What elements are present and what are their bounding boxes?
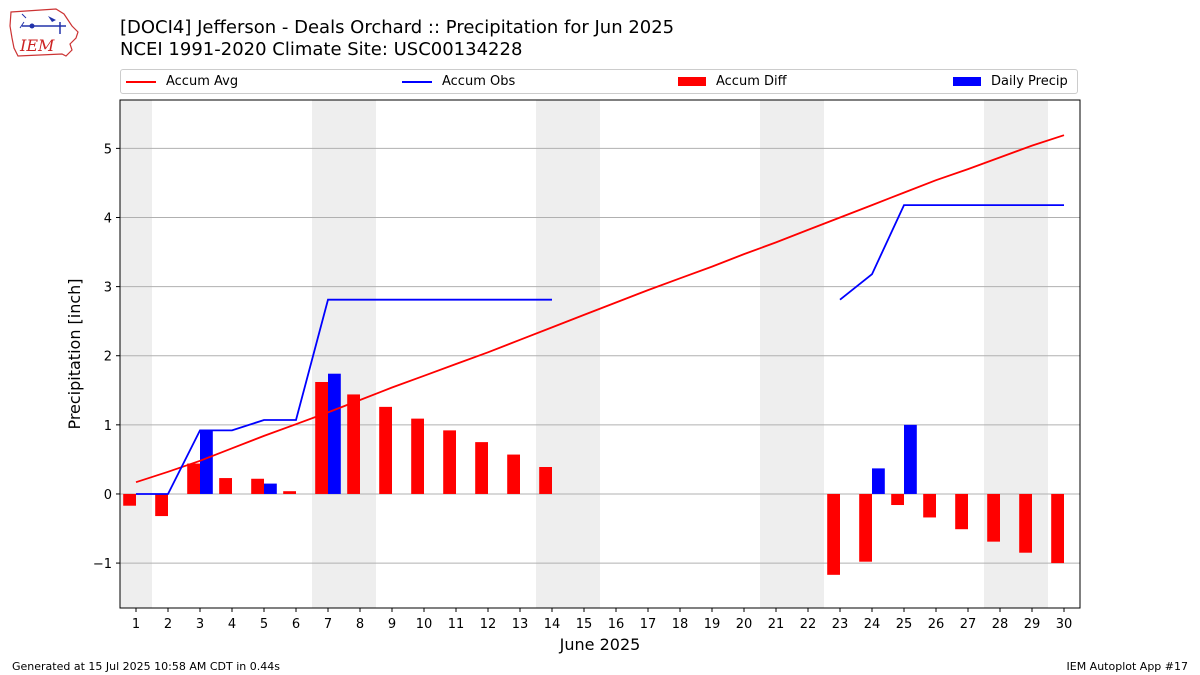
- accum-diff-bar: [859, 493, 872, 562]
- accum-diff-bar: [987, 493, 1000, 542]
- generated-timestamp: Generated at 15 Jul 2025 10:58 AM CDT in…: [12, 660, 280, 673]
- accum-diff-bar: [123, 493, 136, 506]
- accum-diff-bar: [155, 493, 168, 517]
- x-tick-label: 28: [992, 617, 1009, 632]
- chart-legend: Accum Avg Accum Obs Accum Diff Daily Pre…: [120, 69, 1078, 94]
- y-tick-label: −1: [93, 557, 112, 572]
- logo-text: IEM: [19, 36, 55, 55]
- x-tick-label: 21: [768, 617, 785, 632]
- x-tick-label: 7: [324, 617, 332, 632]
- x-tick-label: 13: [512, 617, 529, 632]
- accum-diff-bar: [1051, 493, 1064, 564]
- x-tick-label: 6: [292, 617, 300, 632]
- x-tick-label: 24: [864, 617, 881, 632]
- x-tick-label: 30: [1056, 617, 1073, 632]
- accum-avg-line: [135, 134, 1065, 484]
- x-tick-label: 16: [608, 617, 625, 632]
- legend-swatch-accum-avg: [126, 80, 156, 83]
- accum-diff-bar: [475, 442, 488, 494]
- weekend-shade-3: [760, 100, 824, 608]
- x-tick-label: 17: [640, 617, 657, 632]
- accum-diff-bar: [443, 430, 456, 494]
- x-tick-label: 27: [960, 617, 977, 632]
- accum-diff-bar: [315, 381, 328, 494]
- x-tick-label: 26: [928, 617, 945, 632]
- accum-diff-bar: [283, 491, 296, 494]
- iem-logo: IEM: [8, 6, 82, 60]
- x-tick-label: 5: [260, 617, 268, 632]
- x-tick-label: 2: [164, 617, 172, 632]
- y-tick-label: 1: [104, 419, 112, 434]
- daily-precip-bar: [872, 468, 885, 494]
- legend-item-accum-obs: Accum Obs: [402, 74, 515, 90]
- legend-label-accum-avg: Accum Avg: [166, 74, 239, 89]
- accum-diff-bar: [923, 493, 936, 518]
- accum-diff-bar: [1019, 493, 1032, 553]
- accum-diff-bar: [507, 454, 520, 494]
- legend-swatch-daily-precip: [953, 77, 981, 86]
- plot-frame: [119, 99, 1081, 609]
- y-axis-label: Precipitation [inch]: [65, 278, 84, 429]
- x-tick-label: 3: [196, 617, 204, 632]
- accum-diff-bar: [379, 406, 392, 494]
- x-tick-label: 12: [480, 617, 497, 632]
- legend-item-daily-precip: Daily Precip: [953, 74, 1068, 90]
- x-tick-label: 25: [896, 617, 913, 632]
- x-tick-label: 10: [416, 617, 433, 632]
- accum-diff-bar: [219, 478, 232, 494]
- accum-diff-bar: [411, 418, 424, 494]
- y-tick-label: 4: [104, 211, 112, 226]
- weekend-shade-2: [536, 100, 600, 608]
- weekend-shade-0: [120, 100, 152, 608]
- legend-label-daily-precip: Daily Precip: [991, 74, 1068, 89]
- legend-label-accum-obs: Accum Obs: [442, 74, 516, 89]
- y-tick-label: 3: [104, 281, 112, 296]
- accum-diff-bar: [251, 478, 264, 494]
- x-tick-label: 15: [576, 617, 593, 632]
- x-tick-label: 29: [1024, 617, 1041, 632]
- daily-precip-bar: [264, 483, 277, 494]
- y-tick-label: 0: [104, 488, 112, 503]
- app-credit: IEM Autoplot App #17: [1066, 660, 1189, 673]
- x-tick-label: 11: [448, 617, 465, 632]
- legend-swatch-accum-diff: [678, 77, 706, 86]
- x-tick-label: 8: [356, 617, 364, 632]
- legend-item-accum-diff: Accum Diff: [678, 74, 787, 90]
- accum-diff-bar: [539, 467, 552, 494]
- daily-precip-bar: [328, 373, 341, 494]
- daily-precip-bar: [904, 424, 917, 494]
- x-tick-label: 20: [736, 617, 753, 632]
- accum-diff-bar: [827, 493, 840, 575]
- accum-diff-bar: [187, 463, 200, 494]
- legend-label-accum-diff: Accum Diff: [716, 74, 787, 89]
- accum-diff-bar: [347, 394, 360, 494]
- daily-precip-bar: [200, 430, 213, 494]
- legend-swatch-accum-obs: [402, 80, 432, 83]
- x-tick-label: 1: [132, 617, 140, 632]
- x-tick-label: 4: [228, 617, 236, 632]
- chart-subtitle: NCEI 1991-2020 Climate Site: USC00134228: [120, 39, 523, 60]
- y-tick-label: 5: [104, 142, 112, 157]
- chart-title: [DOCI4] Jefferson - Deals Orchard :: Pre…: [120, 17, 675, 38]
- accum-diff-bar: [891, 493, 904, 506]
- x-tick-label: 19: [704, 617, 721, 632]
- x-tick-label: 18: [672, 617, 689, 632]
- accum-diff-bar: [955, 493, 968, 530]
- x-tick-label: 9: [388, 617, 396, 632]
- y-tick-label: 2: [104, 350, 112, 365]
- weekend-shade-1: [312, 100, 376, 608]
- legend-item-accum-avg: Accum Avg: [126, 74, 238, 90]
- accum-obs-line: [136, 204, 1064, 495]
- x-tick-label: 23: [832, 617, 849, 632]
- x-axis-label: June 2025: [559, 635, 641, 654]
- x-tick-label: 14: [544, 617, 561, 632]
- x-tick-label: 22: [800, 617, 817, 632]
